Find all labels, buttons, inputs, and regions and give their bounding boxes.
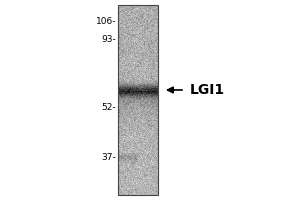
Text: 37-: 37- [101,154,116,162]
Text: 93-: 93- [101,36,116,45]
Text: 52-: 52- [101,104,116,112]
Bar [118,5,158,195]
Text: 106-: 106- [95,18,116,26]
Text: LGI1: LGI1 [190,83,225,97]
